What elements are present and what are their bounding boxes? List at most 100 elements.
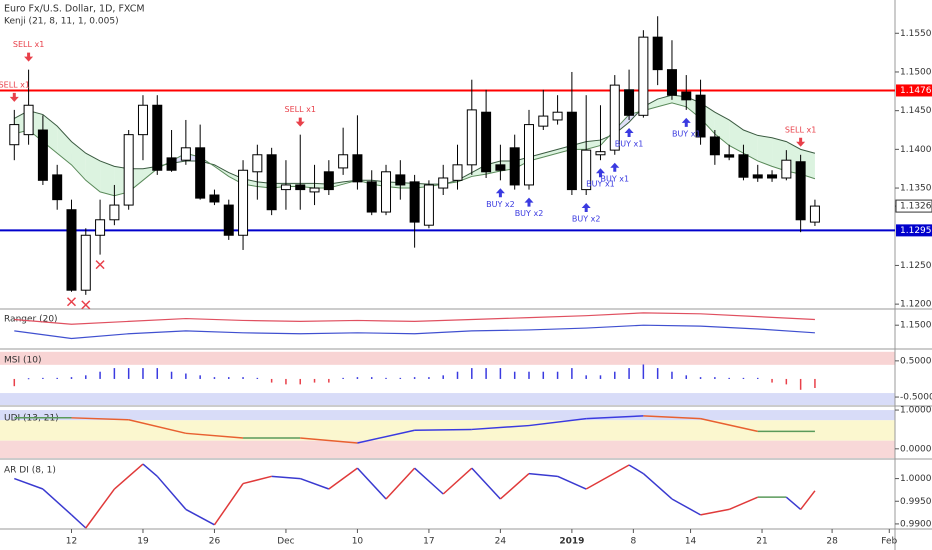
indicator-segment — [213, 483, 244, 526]
candle-body — [652, 36, 663, 71]
indicator-segment — [442, 467, 473, 495]
x-tick-label: 8 — [630, 537, 636, 547]
x-tick-label: Dec — [277, 537, 294, 547]
candle-body — [80, 234, 91, 291]
indicator-segment — [414, 428, 472, 431]
bar — [142, 368, 144, 379]
indicator-title: Kenji (21, 8, 11, 1, 0.005) — [4, 17, 119, 27]
bar — [614, 371, 616, 379]
indicator-segment — [356, 467, 387, 500]
buy-label: BUY x1 — [672, 129, 701, 138]
x-tick-label: 26 — [209, 537, 221, 547]
bar — [628, 368, 630, 379]
buy-label: BUY x2 — [486, 200, 515, 209]
candle-body — [581, 149, 592, 191]
x-tick-label: 21 — [756, 537, 767, 547]
candle-body — [395, 174, 406, 186]
sell-arrow — [295, 117, 305, 127]
y-tick-label: 1.14500 — [900, 106, 932, 116]
indicator-segment — [642, 473, 673, 500]
y-tick-label: 1.15500 — [900, 29, 932, 39]
bar — [585, 375, 587, 379]
panel-title: MSI (10) — [4, 356, 41, 366]
buy-label: BUY x1 — [586, 180, 615, 189]
bar — [285, 378, 287, 385]
bar — [356, 377, 359, 379]
bar — [528, 371, 530, 379]
indicator-segment — [585, 464, 630, 490]
candle-body — [109, 204, 120, 221]
bar — [714, 377, 716, 379]
buy-arrow — [610, 162, 620, 172]
bar — [299, 378, 301, 385]
bar — [399, 377, 402, 379]
bar — [756, 377, 759, 379]
indicator-segment — [557, 475, 587, 490]
indicator-segment — [700, 508, 730, 516]
candle-body — [681, 91, 692, 101]
bar — [728, 377, 730, 379]
y-tick-label: 1.12500 — [900, 261, 932, 271]
indicator-segment — [728, 496, 759, 511]
bar — [599, 375, 602, 379]
sell-arrow — [24, 52, 34, 62]
indicator-segment — [528, 472, 558, 478]
candle-body — [595, 151, 606, 156]
y-tick-label: 1.0000 — [900, 406, 932, 416]
candle-body — [209, 194, 220, 203]
indicator-segment — [499, 473, 530, 500]
buy-label: BUY x2 — [515, 209, 544, 218]
cloud-fill — [543, 149, 558, 158]
buy-arrow — [524, 197, 534, 207]
indicator-segment — [643, 415, 701, 420]
bar — [85, 375, 87, 379]
bar — [256, 377, 259, 379]
candle-body — [624, 89, 635, 116]
x-tick-label: 19 — [137, 537, 149, 547]
bar — [199, 375, 201, 379]
candle-body — [481, 111, 492, 173]
bar — [428, 377, 430, 379]
candle-body — [95, 219, 106, 236]
buy-label: BUY x1 — [600, 174, 629, 183]
indicator-segment — [271, 475, 301, 480]
indicator-segment — [628, 464, 644, 475]
candle-body — [781, 159, 792, 179]
bar — [313, 378, 316, 383]
indicator-segment — [113, 463, 144, 490]
candle-body — [223, 204, 234, 236]
candle-body — [338, 154, 349, 169]
candle-body — [309, 187, 320, 193]
indicator-segment — [142, 463, 158, 477]
bar — [785, 378, 788, 385]
sell-arrow — [9, 92, 19, 102]
bar — [814, 378, 816, 388]
x-tick-label: 12 — [66, 537, 77, 547]
bar — [27, 378, 30, 380]
bar — [513, 371, 516, 379]
panel-title: AR DI (8, 1) — [4, 466, 56, 476]
exit-mark — [81, 300, 91, 310]
candle-body — [23, 104, 34, 136]
cloud-fill — [714, 112, 730, 146]
buy-label: BUY x2 — [572, 215, 601, 224]
indicator-line — [14, 324, 815, 340]
candle-body — [423, 184, 434, 226]
cloud-fill — [57, 126, 72, 165]
bar — [671, 371, 673, 379]
candle-body — [809, 205, 820, 223]
bar — [228, 377, 230, 379]
indicator-segment — [42, 488, 72, 516]
indicator-segment — [299, 477, 330, 490]
candle-body — [538, 115, 549, 127]
buy-arrow — [595, 168, 605, 178]
indicator-segment — [185, 432, 244, 439]
indicator-segment — [700, 417, 758, 433]
y-tick-label: 1.1500 — [900, 321, 932, 331]
indicator-segment — [528, 417, 587, 427]
candle-body — [52, 174, 63, 201]
bar — [413, 377, 416, 379]
candle-body — [752, 174, 763, 179]
indicator-segment — [328, 467, 358, 490]
